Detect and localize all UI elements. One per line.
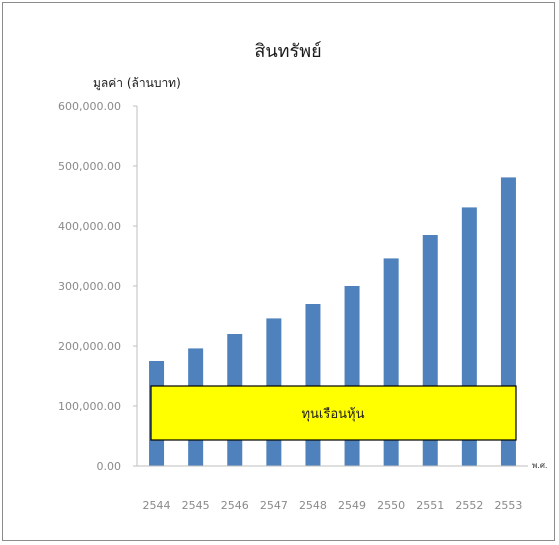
- bar-2548: [305, 304, 321, 466]
- x-tick-label: 2552: [455, 499, 483, 512]
- y-tick-label: 400,000.00: [58, 220, 121, 233]
- chart-frame: สินทรัพย์ มูลค่า (ล้านบาท) 0.00 100,000.0…: [2, 2, 555, 541]
- x-tick-label: 2544: [143, 499, 171, 512]
- x-tick-label: 2553: [494, 499, 522, 512]
- y-tick-label: 100,000.00: [58, 400, 121, 413]
- y-tick-label: 500,000.00: [58, 160, 121, 173]
- x-tick-label: 2551: [416, 499, 444, 512]
- x-tick-label: 2548: [299, 499, 327, 512]
- y-tick-label: 0.00: [97, 460, 122, 473]
- x-axis-unit: พ.ศ.: [532, 461, 547, 470]
- y-tick-label: 200,000.00: [58, 340, 121, 353]
- bar-chart: สินทรัพย์ มูลค่า (ล้านบาท) 0.00 100,000.0…: [58, 41, 547, 512]
- y-tick-label: 300,000.00: [58, 280, 121, 293]
- chart-title: สินทรัพย์: [254, 41, 321, 62]
- y-axis-label: มูลค่า (ล้านบาท): [93, 76, 181, 91]
- annotation-rect: [150, 385, 517, 441]
- annotation-text: ทุนเรือนหุ้น: [301, 406, 364, 422]
- x-axis-ticks: 2544 2545 2546 2547 2548 2549 2550 2551 2552 2553: [143, 499, 523, 512]
- x-tick-label: 2550: [377, 499, 405, 512]
- x-tick-label: 2549: [338, 499, 366, 512]
- x-tick-label: 2546: [221, 499, 249, 512]
- x-tick-label: 2545: [182, 499, 210, 512]
- x-tick-label: 2547: [260, 499, 288, 512]
- y-axis-ticks: 0.00 100,000.00 200,000.00 300,000.00 400,00…: [58, 100, 137, 473]
- annotation-box: ทุนเรือนหุ้น: [150, 385, 517, 441]
- y-tick-label: 600,000.00: [58, 100, 121, 113]
